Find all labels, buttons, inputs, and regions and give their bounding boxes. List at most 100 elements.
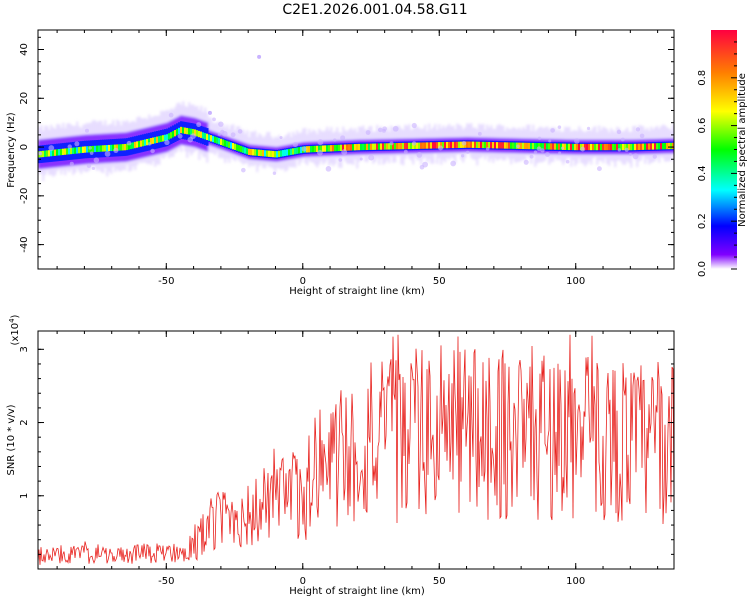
heat-cell-core <box>122 144 125 151</box>
heat-speck <box>416 152 423 158</box>
heat-cell-core <box>520 142 523 149</box>
heat-cell-core <box>112 144 115 152</box>
heat-cell-core <box>160 135 163 142</box>
heat-cell-core <box>442 142 445 149</box>
heat-cell-core <box>376 143 379 150</box>
heat-speck <box>333 138 337 142</box>
heat-cell-core <box>386 143 389 150</box>
heat-cell-core <box>150 138 153 145</box>
heat-speck <box>620 137 625 142</box>
heat-cell-core <box>458 141 461 148</box>
bottom-y-tick-label: 1 <box>19 493 30 499</box>
heat-speck <box>292 141 298 148</box>
heat-speck <box>359 157 363 161</box>
heat-cell-core <box>614 143 617 151</box>
heat-cell-core <box>636 143 639 151</box>
heat-cell-core <box>94 145 97 153</box>
heat-cell-core <box>334 144 337 152</box>
heat-speck <box>639 133 645 139</box>
top-y-tick-label: -20 <box>19 188 30 204</box>
heat-cell-core <box>472 141 475 148</box>
heat-speck <box>38 151 43 156</box>
heat-speck <box>84 128 90 133</box>
heat-cell-core <box>190 128 193 135</box>
heat-cell-core <box>246 147 249 155</box>
heat-cell-core <box>548 143 551 150</box>
heat-speck <box>217 132 222 136</box>
heat-speck <box>368 154 375 161</box>
heat-cell-core <box>578 143 581 151</box>
heat-speck <box>89 151 94 155</box>
heat-cell-core <box>146 138 149 146</box>
heat-cell-core <box>178 127 181 135</box>
heat-cell-core <box>226 140 229 148</box>
heat-cell-core <box>638 143 641 151</box>
heat-speck <box>516 144 520 149</box>
heat-cell-core <box>384 143 387 150</box>
heat-speck <box>93 157 100 163</box>
heat-cell-core <box>184 127 187 134</box>
top-x-tick-label: 100 <box>566 276 585 287</box>
heat-speck <box>586 126 591 130</box>
heat-cell-core <box>366 143 369 151</box>
heat-cell-core <box>580 143 583 151</box>
colorbar-gradient <box>711 30 737 269</box>
heat-cell-core <box>390 143 393 150</box>
heat-cell-core <box>380 143 383 150</box>
heat-cell-core <box>622 143 625 151</box>
heat-cell-core <box>586 143 589 151</box>
heat-cell-core <box>478 141 481 149</box>
heat-cell-core <box>558 143 561 150</box>
heat-cell-core <box>324 145 327 152</box>
heat-speck <box>207 110 212 115</box>
heat-cell-core <box>78 147 81 154</box>
heat-cell-core <box>672 142 674 150</box>
heat-cell-core <box>328 145 331 152</box>
heat-cell-core <box>474 141 477 148</box>
heat-cell-core <box>144 139 147 146</box>
heat-cell-core <box>446 141 449 149</box>
heat-speck <box>632 153 639 160</box>
heat-speck <box>617 148 621 152</box>
colorbar-label: Normalized spectral amplitude <box>737 73 748 227</box>
heat-cell-core <box>300 146 303 154</box>
heat-cell-core <box>292 148 295 155</box>
heat-speck <box>325 166 332 172</box>
heat-cell-core <box>132 142 135 149</box>
heat-cell-core <box>346 144 349 151</box>
heat-speck <box>389 141 394 146</box>
heat-cell-core <box>130 142 133 150</box>
heat-cell-core <box>352 144 355 151</box>
heat-cell-core <box>612 143 615 151</box>
heat-cell-core <box>314 145 317 153</box>
heat-cell-core <box>54 149 57 156</box>
heat-cell-core <box>438 142 441 149</box>
heat-cell-core <box>318 145 321 152</box>
heat-cell-core <box>394 143 397 150</box>
heat-speck <box>550 128 555 133</box>
heat-cell-core <box>668 142 671 150</box>
heat-speck <box>382 128 386 133</box>
heat-cell-core <box>240 145 243 153</box>
heat-speck <box>461 140 467 146</box>
heat-cell-core <box>210 135 213 142</box>
heat-cell-core <box>480 141 483 149</box>
heat-speck <box>104 151 111 157</box>
heat-cell-core <box>514 142 517 149</box>
heat-cell-core <box>546 143 549 150</box>
heat-cell-core <box>268 150 271 157</box>
heat-cell-core <box>188 128 191 135</box>
heat-cell-core <box>242 146 245 153</box>
heat-cell-core <box>426 142 429 149</box>
heat-cell-core <box>266 150 269 157</box>
heat-cell-core <box>616 143 619 151</box>
heat-cell-core <box>322 145 325 152</box>
heat-cell-core <box>510 142 513 149</box>
heat-cell-core <box>152 137 155 144</box>
heat-speck <box>257 54 262 59</box>
heat-speck <box>377 127 383 133</box>
heat-cell-core <box>114 144 117 151</box>
heat-cell-core <box>298 147 301 154</box>
heat-cell-core <box>156 136 159 143</box>
